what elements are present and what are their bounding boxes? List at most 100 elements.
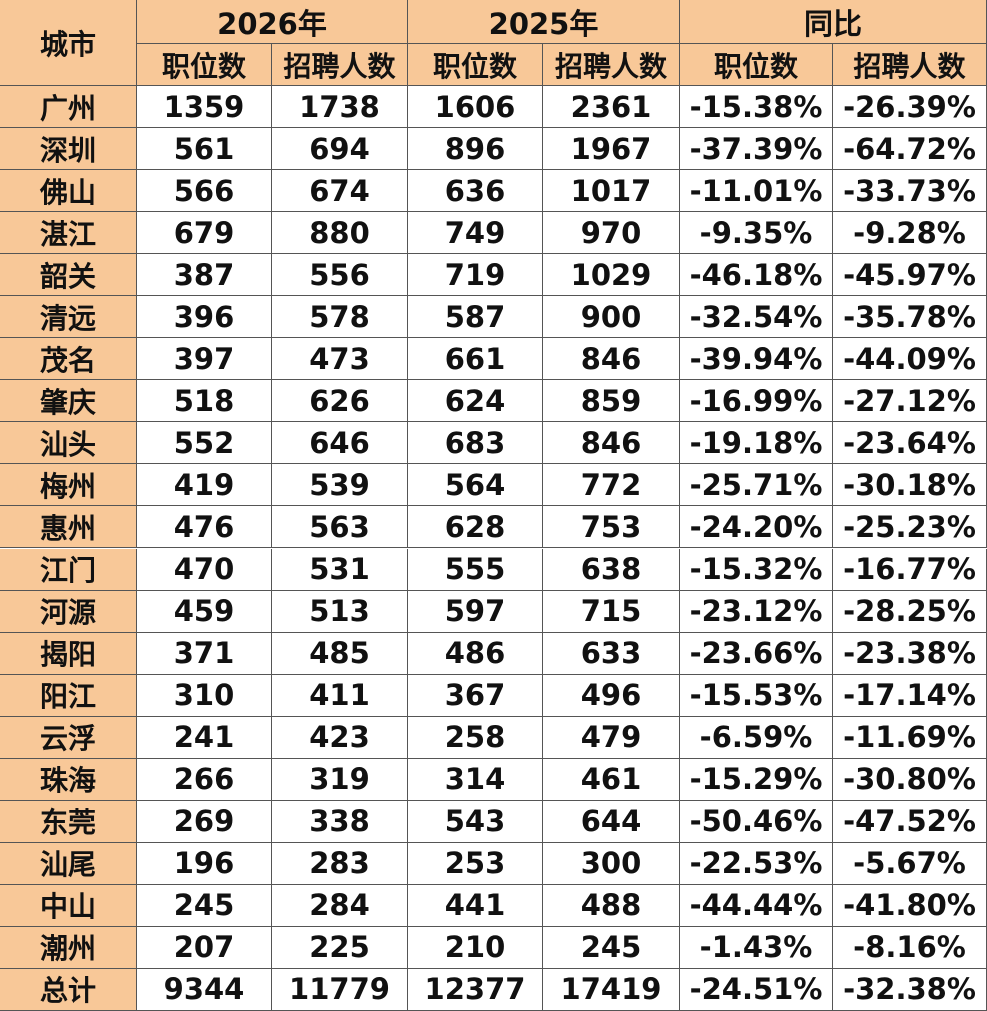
table-cell: 196 (137, 842, 272, 885)
table-cell: 319 (272, 758, 408, 801)
group-header: 同比 (680, 0, 987, 44)
table-cell: -1.43% (680, 926, 833, 969)
table-cell: 1029 (543, 254, 680, 297)
table-cell: 636 (408, 170, 543, 213)
table-cell: 543 (408, 800, 543, 843)
table-cell: -39.94% (680, 338, 833, 381)
table-cell: -19.18% (680, 422, 833, 465)
table-cell: 674 (272, 170, 408, 213)
table-cell: 531 (272, 548, 408, 591)
table-cell: 1738 (272, 86, 408, 129)
table-cell: 371 (137, 632, 272, 675)
table-cell: 859 (543, 380, 680, 423)
table-cell: 749 (408, 212, 543, 255)
table-cell: 284 (272, 884, 408, 927)
table-cell: -17.14% (833, 674, 987, 717)
table-cell: -32.54% (680, 296, 833, 339)
city-name: 中山 (0, 884, 137, 927)
table-cell: 461 (543, 758, 680, 801)
table-cell: 423 (272, 716, 408, 759)
table-cell: 314 (408, 758, 543, 801)
city-name: 阳江 (0, 674, 137, 717)
table-cell: 396 (137, 296, 272, 339)
table-cell: 397 (137, 338, 272, 381)
table-cell: -25.23% (833, 506, 987, 549)
city-name: 汕头 (0, 422, 137, 465)
table-cell: 470 (137, 548, 272, 591)
table-cell: 587 (408, 296, 543, 339)
table-cell: 310 (137, 674, 272, 717)
table-cell: 578 (272, 296, 408, 339)
table-cell: -23.64% (833, 422, 987, 465)
table-cell: 719 (408, 254, 543, 297)
table-cell: -44.09% (833, 338, 987, 381)
group-header: 2026年 (137, 0, 408, 44)
table-cell: 486 (408, 632, 543, 675)
table-cell: 367 (408, 674, 543, 717)
table-cell: 626 (272, 380, 408, 423)
table-cell: 552 (137, 422, 272, 465)
table-cell: -23.38% (833, 632, 987, 675)
table-cell: 12377 (408, 968, 543, 1011)
table-cell: -50.46% (680, 800, 833, 843)
table-cell: -28.25% (833, 590, 987, 633)
city-name: 肇庆 (0, 380, 137, 423)
sub-header: 招聘人数 (543, 44, 680, 86)
table-cell: 628 (408, 506, 543, 549)
table-cell: 846 (543, 338, 680, 381)
city-name: 潮州 (0, 926, 137, 969)
city-name: 东莞 (0, 800, 137, 843)
table-cell: 566 (137, 170, 272, 213)
table-cell: 513 (272, 590, 408, 633)
table-cell: 245 (543, 926, 680, 969)
table-cell: 715 (543, 590, 680, 633)
table-cell: 11779 (272, 968, 408, 1011)
table-cell: 245 (137, 884, 272, 927)
city-name: 深圳 (0, 128, 137, 171)
table-cell: 269 (137, 800, 272, 843)
table-cell: 1967 (543, 128, 680, 171)
table-cell: -24.51% (680, 968, 833, 1011)
table-cell: -41.80% (833, 884, 987, 927)
table-cell: -45.97% (833, 254, 987, 297)
city-name: 清远 (0, 296, 137, 339)
table-cell: 2361 (543, 86, 680, 129)
table-cell: 624 (408, 380, 543, 423)
table-cell: 207 (137, 926, 272, 969)
table-cell: -15.53% (680, 674, 833, 717)
table-cell: 880 (272, 212, 408, 255)
city-name: 云浮 (0, 716, 137, 759)
table-cell: 411 (272, 674, 408, 717)
table-cell: -11.69% (833, 716, 987, 759)
table-cell: 496 (543, 674, 680, 717)
table-cell: 683 (408, 422, 543, 465)
table-cell: -32.38% (833, 968, 987, 1011)
city-name: 珠海 (0, 758, 137, 801)
table-cell: 241 (137, 716, 272, 759)
city-name: 茂名 (0, 338, 137, 381)
table-cell: 253 (408, 842, 543, 885)
table-cell: -23.66% (680, 632, 833, 675)
table-cell: 1359 (137, 86, 272, 129)
table-cell: 694 (272, 128, 408, 171)
table-cell: 300 (543, 842, 680, 885)
table-cell: 564 (408, 464, 543, 507)
city-name: 总计 (0, 968, 137, 1011)
table-cell: -9.35% (680, 212, 833, 255)
table-cell: -16.77% (833, 548, 987, 591)
table-cell: 283 (272, 842, 408, 885)
table-cell: 679 (137, 212, 272, 255)
sub-header: 招聘人数 (272, 44, 408, 86)
table-cell: 896 (408, 128, 543, 171)
table-cell: 258 (408, 716, 543, 759)
table-cell: 387 (137, 254, 272, 297)
table-cell: -15.29% (680, 758, 833, 801)
table-cell: -25.71% (680, 464, 833, 507)
table-cell: -8.16% (833, 926, 987, 969)
sub-header: 招聘人数 (833, 44, 987, 86)
table-cell: -6.59% (680, 716, 833, 759)
table-cell: -15.32% (680, 548, 833, 591)
table-cell: 646 (272, 422, 408, 465)
city-name: 韶关 (0, 254, 137, 297)
table-cell: 597 (408, 590, 543, 633)
